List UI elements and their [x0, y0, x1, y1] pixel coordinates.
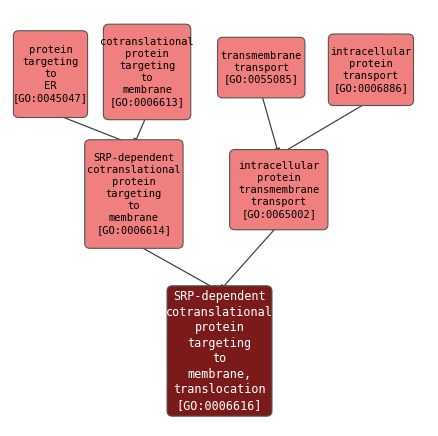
Text: intracellular
protein
transmembrane
transport
[GO:0065002]: intracellular protein transmembrane tran… [237, 160, 319, 219]
FancyBboxPatch shape [85, 140, 183, 248]
Text: protein
targeting
to
ER
[GO:0045047]: protein targeting to ER [GO:0045047] [13, 45, 88, 103]
FancyBboxPatch shape [217, 37, 304, 98]
Text: cotranslational
protein
targeting
to
membrane
[GO:0006613]: cotranslational protein targeting to mem… [100, 37, 194, 107]
FancyBboxPatch shape [328, 34, 413, 106]
FancyBboxPatch shape [103, 24, 190, 120]
FancyBboxPatch shape [14, 31, 88, 118]
Text: SRP-dependent
cotranslational
protein
targeting
to
membrane
[GO:0006614]: SRP-dependent cotranslational protein ta… [87, 153, 180, 235]
FancyBboxPatch shape [166, 286, 271, 416]
Text: SRP-dependent
cotranslational
protein
targeting
to
membrane,
translocation
[GO:0: SRP-dependent cotranslational protein ta… [166, 290, 272, 412]
Text: transmembrane
transport
[GO:0055085]: transmembrane transport [GO:0055085] [220, 51, 301, 85]
FancyBboxPatch shape [229, 150, 327, 230]
Text: intracellular
protein
transport
[GO:0006886]: intracellular protein transport [GO:0006… [329, 47, 411, 93]
